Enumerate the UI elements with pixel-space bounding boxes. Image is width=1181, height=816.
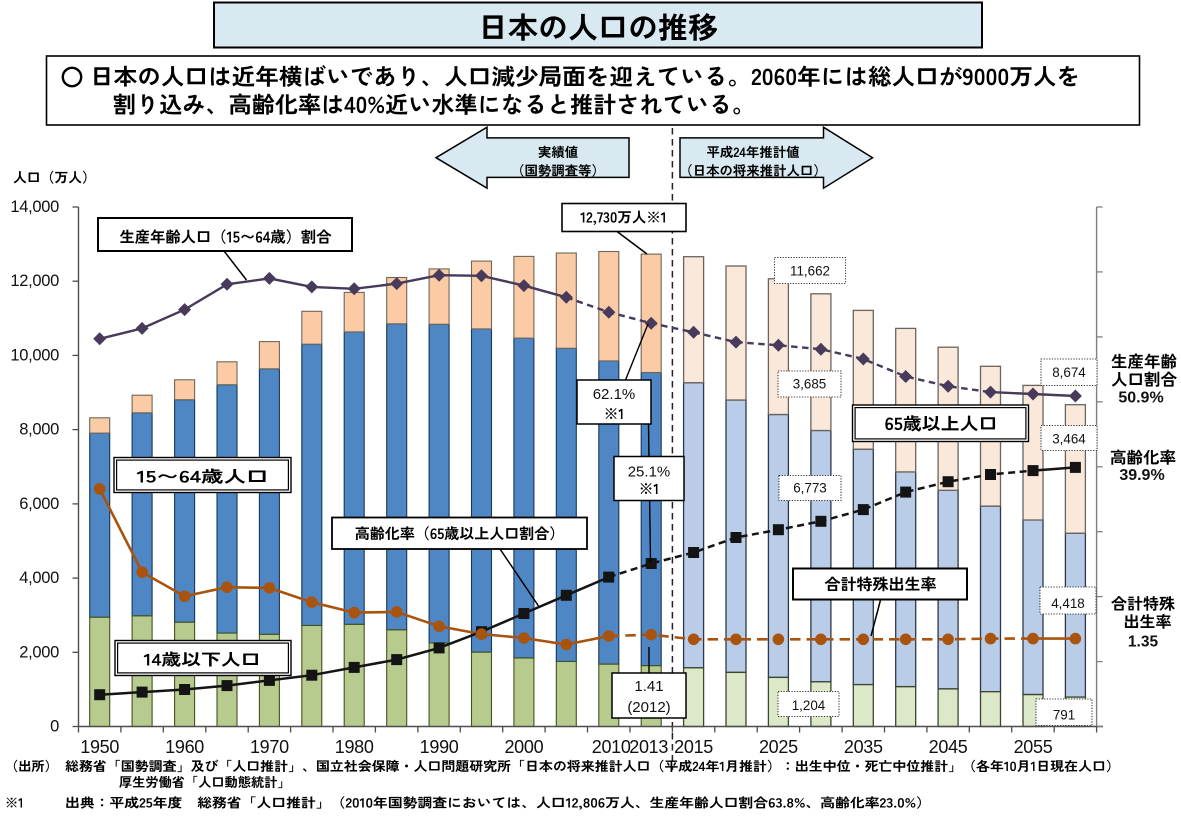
svg-text:39.9%: 39.9% bbox=[1119, 467, 1164, 484]
svg-text:2045: 2045 bbox=[929, 737, 968, 757]
svg-text:10,000: 10,000 bbox=[10, 346, 59, 364]
svg-text:4,000: 4,000 bbox=[19, 569, 59, 587]
svg-text:8,674: 8,674 bbox=[1052, 365, 1086, 380]
svg-text:2025: 2025 bbox=[759, 737, 798, 757]
svg-text:2035: 2035 bbox=[844, 737, 883, 757]
svg-text:1960: 1960 bbox=[165, 737, 204, 757]
svg-text:6,773: 6,773 bbox=[793, 480, 827, 495]
svg-text:25.1%: 25.1% bbox=[628, 464, 671, 481]
svg-text:2000: 2000 bbox=[504, 737, 543, 757]
svg-text:11,662: 11,662 bbox=[790, 264, 830, 279]
svg-text:1950: 1950 bbox=[80, 737, 119, 757]
svg-text:4,418: 4,418 bbox=[1051, 596, 1085, 611]
svg-text:1.35: 1.35 bbox=[1128, 634, 1159, 651]
svg-text:8,000: 8,000 bbox=[19, 421, 59, 439]
svg-text:3,464: 3,464 bbox=[1052, 432, 1086, 447]
svg-text:791: 791 bbox=[1053, 708, 1075, 723]
svg-text:14,000: 14,000 bbox=[10, 198, 59, 216]
svg-text:62.1%: 62.1% bbox=[593, 386, 636, 403]
svg-text:1,204: 1,204 bbox=[792, 698, 826, 713]
svg-text:1.41: 1.41 bbox=[634, 678, 663, 695]
svg-text:3,685: 3,685 bbox=[793, 376, 827, 391]
svg-text:2015: 2015 bbox=[674, 737, 713, 757]
svg-text:1970: 1970 bbox=[250, 737, 289, 757]
svg-text:2013: 2013 bbox=[629, 737, 668, 757]
svg-text:50.9%: 50.9% bbox=[1118, 390, 1163, 407]
svg-text:6,000: 6,000 bbox=[19, 495, 59, 513]
svg-text:2055: 2055 bbox=[1014, 737, 1053, 757]
svg-text:0: 0 bbox=[50, 718, 59, 736]
svg-text:1980: 1980 bbox=[335, 737, 374, 757]
svg-text:(2012): (2012) bbox=[627, 699, 670, 716]
svg-text:2,000: 2,000 bbox=[19, 643, 59, 661]
svg-text:12,000: 12,000 bbox=[10, 272, 59, 290]
svg-text:1990: 1990 bbox=[420, 737, 459, 757]
svg-text:2010: 2010 bbox=[592, 737, 631, 757]
